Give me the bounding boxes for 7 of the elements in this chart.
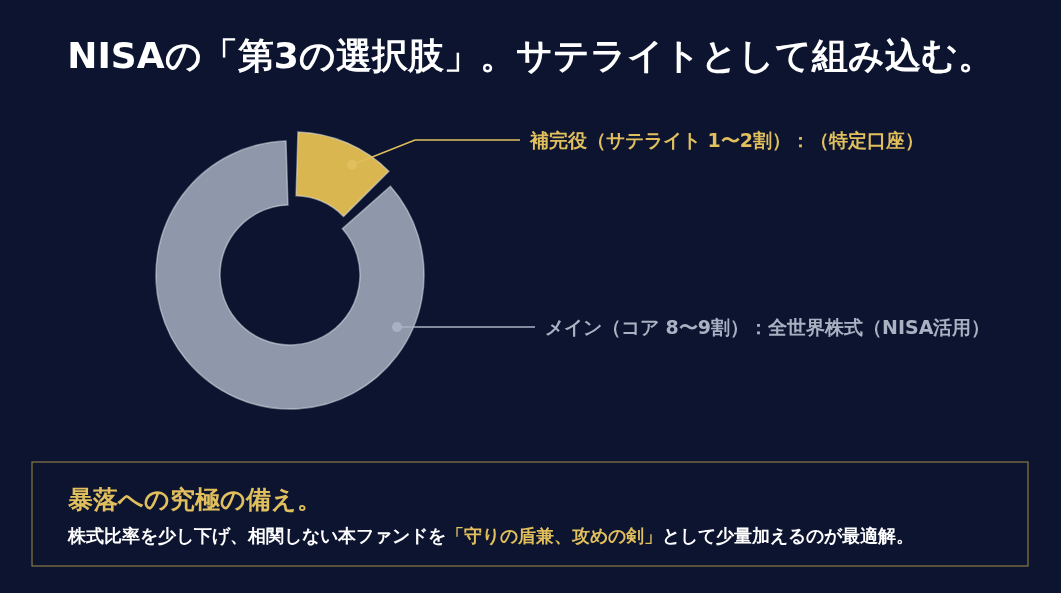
text: 暴落への究極の備え。 [67,485,322,514]
text: 「守りの盾兼、攻めの剣」 [446,526,662,546]
text: 株式比率を少し下げ、相関しない本ファンドを [67,526,446,546]
slice-label: メイン（コア 8〜9割）：全世界株式（NISA活用） [545,315,991,338]
text: として少量加えるのが最適解。 [662,526,914,546]
chart-title: NISAの「第3の選択肢」。サテライトとして組み込む。 [67,35,994,76]
slice-label: 補完役（サテライト 1〜2割）：（特定口座） [529,128,925,151]
